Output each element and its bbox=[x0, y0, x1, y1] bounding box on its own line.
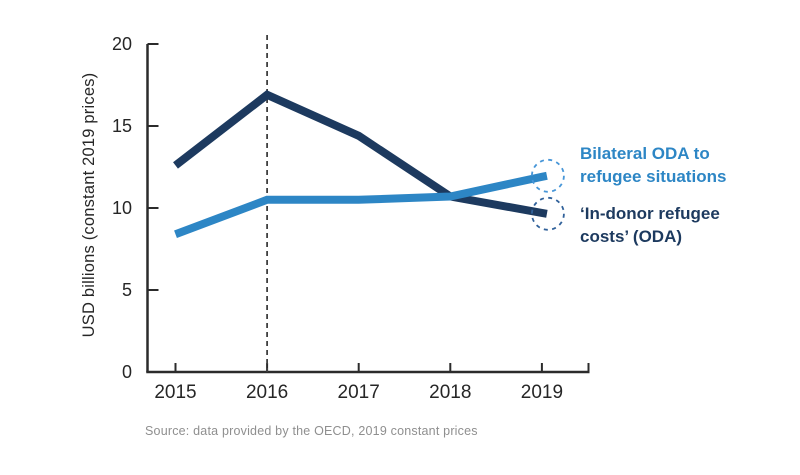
x-tick-label: 2019 bbox=[520, 382, 564, 403]
x-tick-label: 2016 bbox=[245, 382, 289, 403]
y-tick-label: 0 bbox=[121, 362, 132, 382]
y-tick-label: 20 bbox=[111, 34, 132, 54]
endpoint-dashed-circle-in-donor-refugee-costs bbox=[531, 196, 565, 231]
source-note: Source: data provided by the OECD, 2019 … bbox=[145, 424, 478, 438]
data-line-in-donor-refugee-costs bbox=[173, 90, 548, 218]
data-line-bilateral-oda bbox=[174, 171, 548, 238]
y-tick-label: 10 bbox=[111, 198, 132, 218]
x-tick-label: 2018 bbox=[429, 382, 472, 403]
endpoint-dashed-circle-bilateral-oda bbox=[531, 158, 565, 193]
y-tick-label: 5 bbox=[121, 280, 132, 300]
x-tick-label: 2015 bbox=[154, 382, 197, 403]
y-tick-label: 15 bbox=[111, 116, 132, 136]
legend-label-in-donor-refugee-costs: ‘In-donor refugee costs’ (ODA) bbox=[580, 204, 720, 246]
legend-label-bilateral-oda: Bilateral ODA to refugee situations bbox=[580, 144, 727, 186]
x-tick-label: 2017 bbox=[337, 382, 380, 403]
